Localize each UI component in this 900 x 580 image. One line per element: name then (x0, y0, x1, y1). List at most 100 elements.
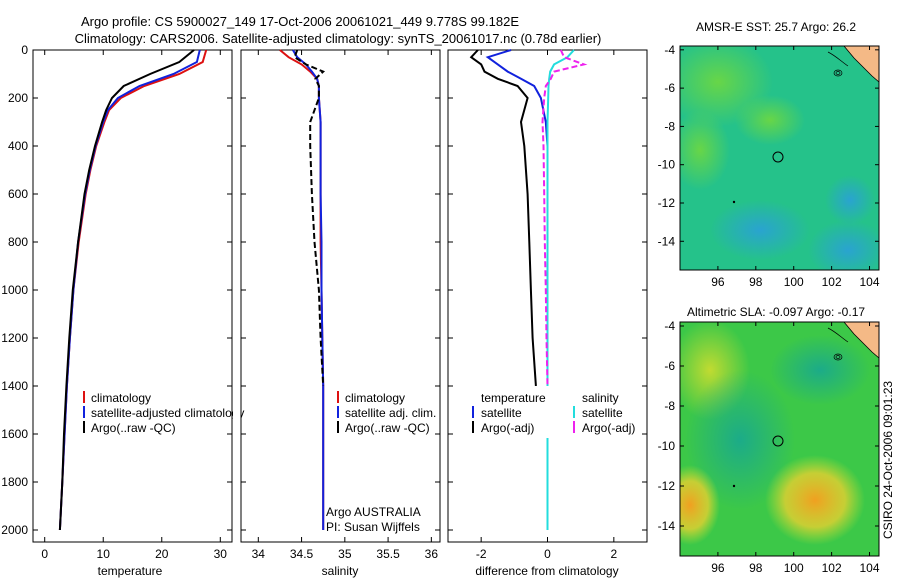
x-tick-label: 34 (252, 547, 266, 561)
map-x-tick-label: 98 (749, 561, 763, 575)
x-tick-label: 0 (544, 547, 551, 561)
map-y-tick-label: -12 (658, 196, 676, 210)
legend-heading-salinity: salinity (582, 391, 619, 405)
legend-label-satellite-adj: satellite adj. clim. (345, 406, 436, 420)
map-x-tick-label: 102 (822, 275, 842, 289)
temperature-lines (58, 49, 208, 531)
salinity-x-ticks: 34 34.5 35 35.5 36 (252, 50, 439, 561)
y-tick-label: 800 (8, 235, 28, 249)
series-line-climatology (279, 49, 325, 530)
map-y-tick-label: -6 (664, 359, 675, 373)
x-tick-label: 2 (610, 547, 617, 561)
temperature-plot-frame (32, 49, 233, 543)
map-x-tick-label: 98 (749, 275, 763, 289)
salinity-lines (241, 49, 440, 531)
sla-contour (833, 353, 843, 361)
sla-map-frame (679, 321, 880, 557)
legend-heading-temperature: temperature (481, 391, 546, 405)
argo-australia-label: Argo AUSTRALIA (326, 505, 421, 519)
sst-x-ticks: 96 98 100 102 104 (711, 46, 880, 289)
sst-green-patch (735, 95, 805, 145)
sla-x-ticks: 96 98 100 102 104 (711, 322, 880, 575)
sst-island-dot (732, 200, 736, 204)
sst-map-field (680, 46, 879, 270)
csiro-timestamp: CSIRO 24-Oct-2006 09:01:23 (881, 381, 895, 539)
difference-x-ticks: -2 0 2 (476, 50, 617, 561)
title-line-2: Climatology: CARS2006. Satellite-adjuste… (75, 31, 602, 46)
temperature-legend: climatology satellite-adjusted climatolo… (83, 391, 244, 435)
title-line-1: Argo profile: CS 5900027_149 17-Oct-2006… (81, 14, 519, 29)
map-x-tick-label: 96 (711, 561, 725, 575)
series-line-climatology (58, 49, 208, 531)
sst-blue-patch (808, 220, 879, 270)
legend-label-temp-argo: Argo(-adj) (481, 421, 534, 435)
series-line-argo-raw-qc- (293, 49, 326, 387)
difference-x-axis-label: difference from climatology (475, 564, 618, 578)
map-x-tick-label: 104 (860, 561, 880, 575)
sla-y-ticks: -4 -6 -8 -10 -12 -14 (658, 319, 879, 533)
map-y-tick-label: -6 (664, 81, 675, 95)
temperature-x-axis-label: temperature (98, 564, 163, 578)
sst-argo-position-marker (772, 151, 784, 163)
sst-contour (833, 69, 843, 77)
legend-label-climatology: climatology (91, 391, 151, 405)
sst-map-frame (679, 45, 880, 271)
sst-blue-patch (825, 175, 875, 225)
map-y-tick-label: -12 (658, 479, 676, 493)
sla-map-field (680, 322, 879, 556)
map-y-tick-label: -4 (664, 319, 675, 333)
difference-panel: -2 0 2 difference from climatology tempera… (447, 49, 648, 578)
series-line-argo-raw-qc- (58, 49, 195, 531)
series-line-satellite-adj-clim- (292, 49, 325, 530)
sst-contour (827, 51, 849, 67)
y-tick-label: 1200 (1, 331, 28, 345)
series-line-satellite-adjusted-climatology (58, 49, 201, 531)
sla-contour (827, 327, 849, 343)
sla-teal-patch (685, 370, 795, 510)
map-x-tick-label: 102 (822, 561, 842, 575)
sla-map-title: Altimetric SLA: -0.097 Argo: -0.17 (687, 305, 865, 319)
sst-land (843, 46, 879, 83)
temperature-x-ticks: 0 10 20 30 (41, 50, 227, 561)
sla-contour (835, 355, 841, 359)
salinity-panel: 34 34.5 35 35.5 36 salinity climatology sate… (240, 49, 441, 578)
map-y-tick-label: -14 (658, 519, 676, 533)
y-tick-label: 1400 (1, 379, 28, 393)
map-x-tick-label: 100 (784, 561, 804, 575)
sla-orange-patch (680, 465, 720, 545)
series-line-temperature-argo-adj- (469, 49, 537, 387)
legend-label-argo: Argo(..raw -QC) (345, 421, 430, 435)
y-tick-label: 400 (8, 139, 28, 153)
x-tick-label: 35 (338, 547, 352, 561)
x-tick-label: 34.5 (290, 547, 314, 561)
panel-gap (233, 380, 241, 440)
x-tick-label: 36 (425, 547, 439, 561)
map-x-tick-label: 96 (711, 275, 725, 289)
y-tick-label: 2000 (1, 523, 28, 537)
legend-label-satellite-adjusted: satellite-adjusted climatology (91, 406, 244, 420)
sla-argo-position-marker (772, 435, 784, 447)
sla-island-dot (732, 484, 736, 488)
map-y-tick-label: -10 (658, 158, 676, 172)
sla-orange-patch (765, 455, 865, 545)
temperature-y-ticks: 0 200 400 600 800 1000 1200 1400 1600 1800 2000 (1, 43, 232, 537)
sst-green-patch (680, 110, 730, 190)
sla-teal-patch (770, 335, 870, 405)
temperature-panel: 0 10 20 30 0 200 400 600 800 1000 1200 1400 1600 180… (1, 43, 244, 578)
legend-label-sal-satellite: satellite (582, 406, 623, 420)
y-tick-label: 1800 (1, 475, 28, 489)
difference-legend: temperature salinity satellite Argo(-adj… (468, 386, 638, 438)
sla-map-panel: Altimetric SLA: -0.097 Argo: -0.17 96 98 1… (658, 305, 880, 575)
sst-y-ticks: -4 -6 -8 -10 -12 -14 (658, 43, 879, 248)
map-y-tick-label: -8 (664, 399, 675, 413)
y-tick-label: 0 (21, 43, 28, 57)
legend-label-climatology: climatology (345, 391, 405, 405)
sst-map-panel: AMSR-E SST: 25.7 Argo: 26.2 96 98 100 102 10… (658, 20, 880, 289)
legend-label-temp-satellite: satellite (481, 406, 522, 420)
salinity-legend: climatology satellite adj. clim. Argo(..… (337, 391, 436, 435)
map-x-tick-label: 104 (860, 275, 880, 289)
map-y-tick-label: -8 (664, 119, 675, 133)
x-tick-label: 20 (155, 547, 169, 561)
x-tick-label: 0 (41, 547, 48, 561)
sst-contour (835, 71, 841, 75)
